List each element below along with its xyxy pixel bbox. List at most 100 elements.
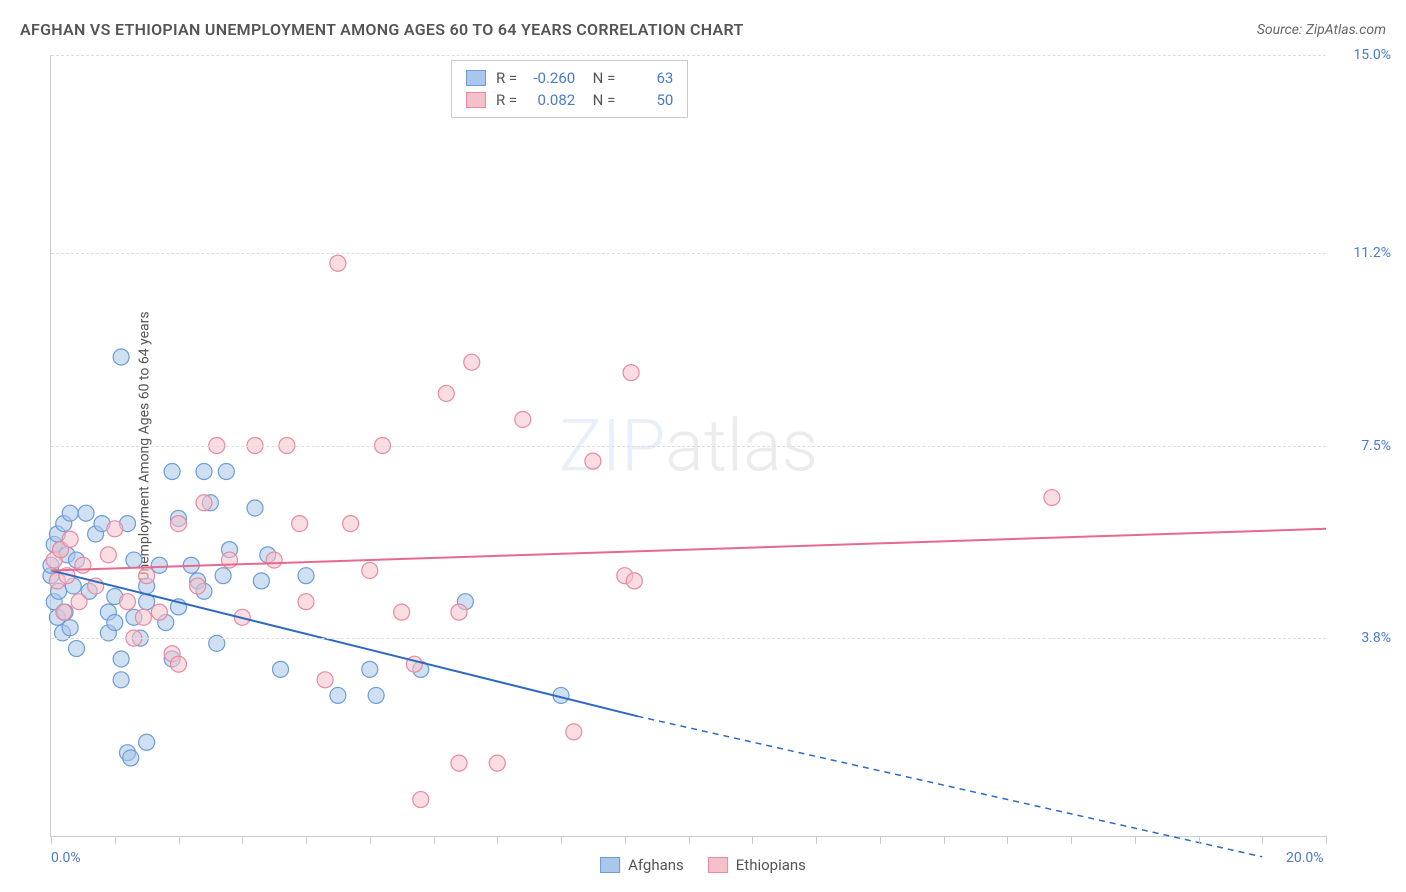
data-point xyxy=(218,464,234,480)
data-point xyxy=(69,641,85,657)
data-point xyxy=(126,552,142,568)
stat-r-value: 0.082 xyxy=(527,91,575,109)
x-tick xyxy=(242,836,243,844)
stat-row: R = 0.082 N = 50 xyxy=(466,89,673,111)
data-point xyxy=(123,750,139,766)
data-point xyxy=(368,687,384,703)
data-point xyxy=(626,573,642,589)
x-tick xyxy=(51,836,52,844)
data-point xyxy=(451,755,467,771)
x-tick xyxy=(816,836,817,844)
x-tick xyxy=(434,836,435,844)
stat-n-label: N = xyxy=(585,69,615,87)
x-tick-label: 20.0% xyxy=(1286,850,1324,866)
stat-n-label: N = xyxy=(585,91,615,109)
stat-r-label: R = xyxy=(496,91,517,109)
data-point xyxy=(135,609,151,625)
data-point xyxy=(451,604,467,620)
trend-line-extrapolated xyxy=(638,716,1263,857)
data-point xyxy=(113,349,129,365)
data-point xyxy=(330,687,346,703)
data-point xyxy=(164,464,180,480)
data-point xyxy=(413,792,429,808)
x-tick xyxy=(1326,836,1327,844)
data-point xyxy=(585,453,601,469)
data-point xyxy=(394,604,410,620)
source-attribution: Source: ZipAtlas.com xyxy=(1257,22,1386,38)
x-tick xyxy=(115,836,116,844)
x-tick xyxy=(689,836,690,844)
data-point xyxy=(438,385,454,401)
x-tick xyxy=(370,836,371,844)
legend-item: Afghans xyxy=(600,856,684,874)
y-tick-label: 11.2% xyxy=(1353,245,1391,261)
data-point xyxy=(120,594,136,610)
data-point xyxy=(75,557,91,573)
chart-title: AFGHAN VS ETHIOPIAN UNEMPLOYMENT AMONG A… xyxy=(20,20,744,39)
data-point xyxy=(298,568,314,584)
legend-label: Afghans xyxy=(628,856,684,874)
y-tick-label: 15.0% xyxy=(1353,47,1391,63)
data-point xyxy=(566,724,582,740)
data-point xyxy=(113,651,129,667)
data-point xyxy=(171,516,187,532)
data-point xyxy=(362,562,378,578)
data-point xyxy=(196,464,212,480)
x-tick xyxy=(306,836,307,844)
data-point xyxy=(151,557,167,573)
x-tick xyxy=(179,836,180,844)
x-tick xyxy=(625,836,626,844)
data-point xyxy=(62,505,78,521)
x-tick xyxy=(1135,836,1136,844)
gridline xyxy=(51,446,1326,447)
data-point xyxy=(71,594,87,610)
data-point xyxy=(171,656,187,672)
data-point xyxy=(100,547,116,563)
x-tick xyxy=(1007,836,1008,844)
data-point xyxy=(139,568,155,584)
legend-swatch xyxy=(466,92,486,108)
data-point xyxy=(266,552,282,568)
data-point xyxy=(464,354,480,370)
trend-line xyxy=(51,529,1326,571)
data-point xyxy=(253,573,269,589)
x-tick xyxy=(1199,836,1200,844)
y-tick-label: 3.8% xyxy=(1361,630,1391,646)
data-point xyxy=(298,594,314,610)
data-point xyxy=(190,578,206,594)
data-point xyxy=(330,255,346,271)
data-point xyxy=(113,672,129,688)
data-point xyxy=(623,365,639,381)
x-tick xyxy=(752,836,753,844)
series-legend: Afghans Ethiopians xyxy=(600,856,806,874)
gridline xyxy=(51,253,1326,254)
x-tick xyxy=(1071,836,1072,844)
chart-plot-area: ZIPatlas R =-0.260 N =63R =0.082 N =50 3… xyxy=(50,55,1326,837)
stat-n-value: 63 xyxy=(625,69,673,87)
data-point xyxy=(362,661,378,677)
data-point xyxy=(215,568,231,584)
data-point xyxy=(62,620,78,636)
stat-n-value: 50 xyxy=(625,91,673,109)
x-tick xyxy=(1262,836,1263,844)
stats-legend-box: R =-0.260 N =63R =0.082 N =50 xyxy=(451,60,688,118)
data-point xyxy=(107,615,123,631)
data-point xyxy=(273,661,289,677)
data-point xyxy=(489,755,505,771)
data-point xyxy=(292,516,308,532)
data-point xyxy=(62,531,78,547)
data-point xyxy=(247,500,263,516)
gridline xyxy=(51,638,1326,639)
gridline xyxy=(51,55,1326,56)
data-point xyxy=(56,604,72,620)
legend-swatch xyxy=(600,857,620,873)
x-tick xyxy=(497,836,498,844)
stat-row: R =-0.260 N =63 xyxy=(466,67,673,89)
x-tick xyxy=(880,836,881,844)
legend-swatch xyxy=(708,857,728,873)
data-point xyxy=(515,411,531,427)
x-tick xyxy=(944,836,945,844)
legend-swatch xyxy=(466,70,486,86)
y-tick-label: 7.5% xyxy=(1361,438,1391,454)
legend-item: Ethiopians xyxy=(708,856,806,874)
